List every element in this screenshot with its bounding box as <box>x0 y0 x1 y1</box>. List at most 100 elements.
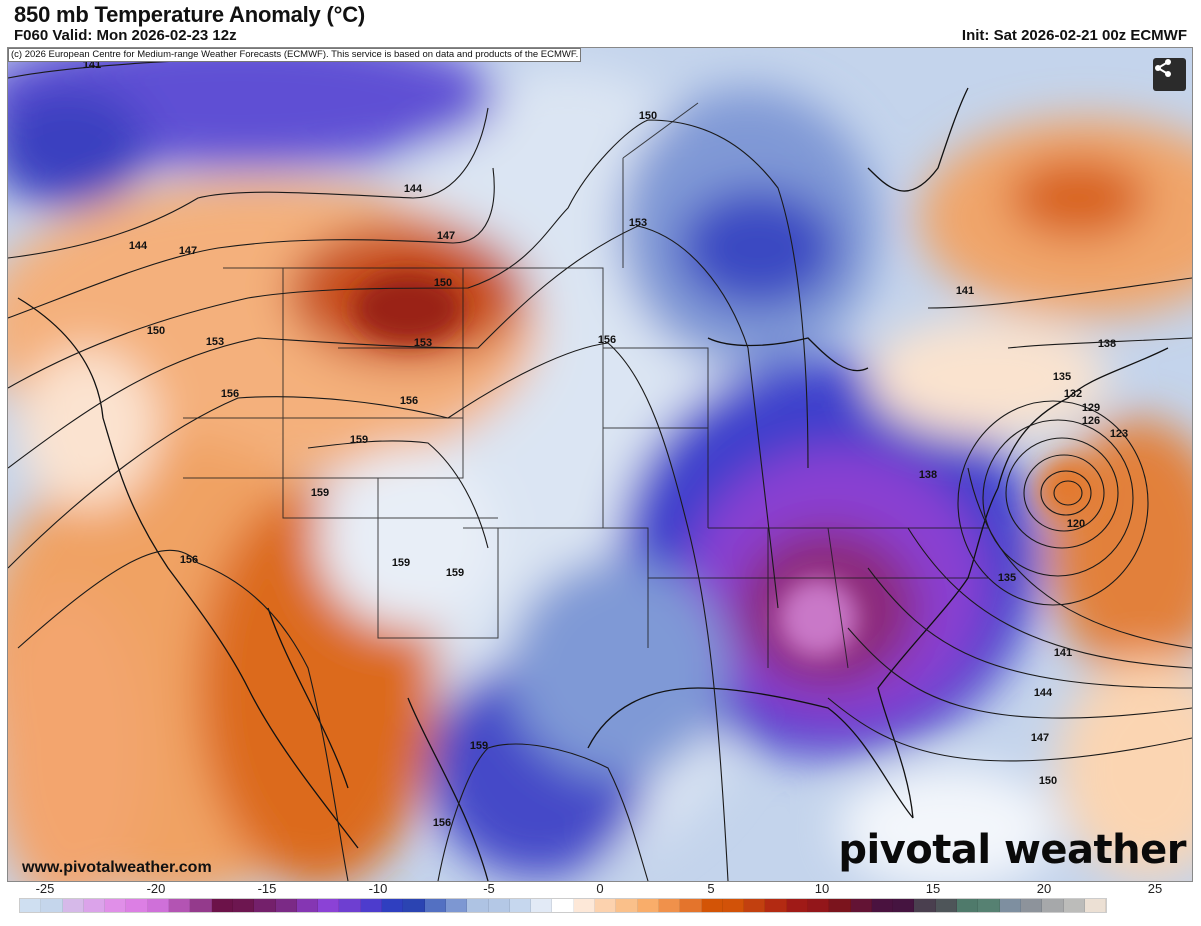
colorbar-swatch <box>41 899 63 912</box>
contour-label: 156 <box>433 817 451 829</box>
map-title: 850 mb Temperature Anomaly (°C) <box>14 2 366 27</box>
colorbar-swatch <box>680 899 702 912</box>
contour-label: 156 <box>598 334 616 346</box>
colorbar-swatch <box>701 899 723 912</box>
colorbar-tick-label: 5 <box>707 881 715 896</box>
contour-label: 159 <box>392 557 410 569</box>
colorbar-swatch <box>722 899 745 912</box>
contour-label: 153 <box>629 217 647 229</box>
colorbar-swatch <box>467 899 489 912</box>
colorbar-swatch <box>126 899 148 912</box>
contour-label: 123 <box>1110 428 1128 440</box>
colorbar-tick-label: -5 <box>483 881 495 896</box>
colorbar-swatch <box>893 899 915 912</box>
share-button[interactable] <box>1153 58 1186 91</box>
colorbar-tick-label: -15 <box>257 881 277 896</box>
colorbar-swatch <box>254 899 276 912</box>
colorbar-swatch <box>232 899 255 912</box>
colorbar-swatch <box>147 899 170 912</box>
colorbar-tick-label: -20 <box>146 881 166 896</box>
colorbar-swatch <box>637 899 659 912</box>
colorbar-swatch <box>190 899 212 912</box>
website-url: www.pivotalweather.com <box>22 859 212 876</box>
colorbar-swatch <box>296 899 319 912</box>
colorbar-swatch <box>850 899 872 912</box>
colorbar-swatch <box>552 899 574 912</box>
colorbar <box>19 898 1108 913</box>
colorbar-swatch <box>978 899 1000 912</box>
contour-label: 135 <box>1053 371 1071 383</box>
contour-label: 126 <box>1082 415 1100 427</box>
colorbar-tick-label: 25 <box>1147 881 1163 896</box>
colorbar-tick-label: 20 <box>1036 881 1052 896</box>
colorbar-swatch <box>424 899 446 912</box>
colorbar-swatch <box>935 899 958 912</box>
colorbar-swatch <box>211 899 233 912</box>
anomaly-field: 141 144 147 144 147 150 150 153 153 156 156 150 153 1… <box>8 48 1192 881</box>
contour-label: 156 <box>180 554 198 566</box>
colorbar-swatch <box>339 899 361 912</box>
contour-label: 153 <box>206 336 224 348</box>
colorbar-swatch <box>1084 899 1107 912</box>
colorbar-tick-label: 15 <box>925 881 941 896</box>
colorbar-swatch <box>658 899 681 912</box>
contour-label: 141 <box>83 59 101 71</box>
contour-label: 150 <box>147 325 165 337</box>
copyright-notice: (c) 2026 European Centre for Medium-rang… <box>8 48 582 62</box>
colorbar-swatch <box>765 899 787 912</box>
contour-label: 144 <box>1034 687 1053 699</box>
colorbar-swatch <box>531 899 553 912</box>
colorbar-tick-label: 10 <box>814 881 830 896</box>
contour-label: 150 <box>434 277 452 289</box>
colorbar-swatch <box>914 899 936 912</box>
contour-label: 150 <box>639 110 657 122</box>
contour-label: 141 <box>956 285 974 297</box>
contour-label: 159 <box>470 740 488 752</box>
contour-label: 144 <box>129 240 148 252</box>
colorbar-swatch <box>1063 899 1085 912</box>
contour-label: 156 <box>221 388 239 400</box>
share-icon <box>1155 59 1171 77</box>
contour-label: 138 <box>919 469 937 481</box>
colorbar-swatch <box>744 899 766 912</box>
brand-watermark: pivotal weather <box>838 827 1186 873</box>
colorbar-swatch <box>509 899 532 912</box>
colorbar-swatch <box>957 899 979 912</box>
contour-label: 129 <box>1082 402 1100 414</box>
contour-label: 120 <box>1067 518 1085 530</box>
colorbar-swatch <box>807 899 830 912</box>
contour-label: 147 <box>1031 732 1049 744</box>
colorbar-swatch <box>105 899 127 912</box>
contour-label: 147 <box>179 245 197 257</box>
forecast-map[interactable]: 141 144 147 144 147 150 150 153 153 156 156 150 153 1… <box>7 47 1193 882</box>
contour-label: 132 <box>1064 388 1082 400</box>
colorbar-swatch <box>360 899 383 912</box>
colorbar-swatch <box>275 899 297 912</box>
contour-label: 150 <box>1039 775 1057 787</box>
colorbar-swatch <box>318 899 340 912</box>
colorbar-swatch <box>83 899 106 912</box>
contour-label: 144 <box>404 183 423 195</box>
colorbar-swatch <box>829 899 851 912</box>
colorbar-tick-label: -10 <box>368 881 388 896</box>
colorbar-swatch <box>573 899 596 912</box>
colorbar-swatch <box>445 899 468 912</box>
colorbar-swatch <box>616 899 638 912</box>
colorbar-swatch <box>403 899 425 912</box>
contour-label: 141 <box>1054 647 1072 659</box>
colorbar-swatch <box>786 899 808 912</box>
colorbar-swatch <box>382 899 404 912</box>
contour-label: 138 <box>1098 338 1116 350</box>
colorbar-swatch <box>20 899 42 912</box>
contour-labels: 141 144 147 144 147 150 150 153 153 156 156 150 153 1… <box>83 59 1128 829</box>
contour-label: 159 <box>350 434 368 446</box>
colorbar-swatch <box>488 899 510 912</box>
colorbar-swatch <box>62 899 84 912</box>
valid-time: F060 Valid: Mon 2026-02-23 12z <box>14 27 237 44</box>
init-time: Init: Sat 2026-02-21 00z ECMWF <box>961 27 1187 44</box>
colorbar-tick-label: -25 <box>35 881 55 896</box>
contour-label: 159 <box>311 487 329 499</box>
colorbar-swatch <box>1020 899 1043 912</box>
colorbar-swatch <box>1042 899 1064 912</box>
colorbar-ticks: -25 -20 -15 -10 -5 0 5 10 15 20 25 <box>0 881 1201 897</box>
